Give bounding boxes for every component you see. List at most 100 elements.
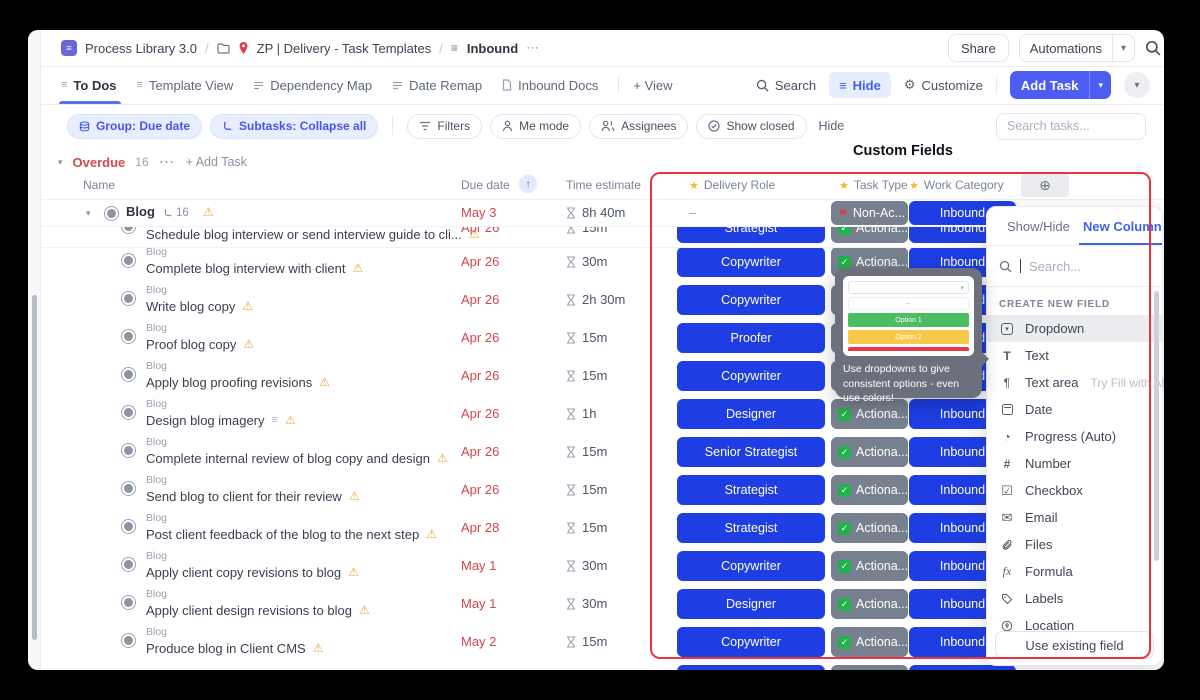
hide-fields-button[interactable]: ≡ Hide <box>829 72 891 98</box>
field-type-progress[interactable]: ◔ Progress (Auto) <box>987 423 1162 450</box>
time-estimate[interactable]: 30m <box>566 596 607 611</box>
task-name[interactable]: Apply blog proofing revisions <box>146 375 313 390</box>
show-closed-button[interactable]: Show closed <box>696 113 807 139</box>
time-estimate[interactable]: 15m <box>566 444 607 459</box>
field-type-dropdown[interactable]: ▾ Dropdown <box>987 315 1162 342</box>
tab-template-view[interactable]: ≡ Template View <box>137 66 234 104</box>
task-name[interactable]: Produce blog in Client CMS <box>146 641 306 656</box>
table-row[interactable]: Blog Schedule blog interview or send int… <box>41 226 1164 248</box>
delivery-role-badge[interactable] <box>677 665 825 670</box>
collapse-group-icon[interactable]: ▾ <box>58 156 63 167</box>
task-type-badge[interactable] <box>831 665 908 670</box>
column-time-estimate[interactable]: Time estimate <box>566 178 641 192</box>
delivery-role-badge[interactable]: Strategist <box>677 513 825 543</box>
time-estimate[interactable]: 30m <box>566 254 607 269</box>
task-status-icon[interactable] <box>121 557 136 572</box>
due-date[interactable]: May 1 <box>461 558 497 573</box>
more-icon[interactable]: ⋯ <box>526 40 541 55</box>
task-name[interactable]: Design blog imagery <box>146 413 265 428</box>
task-type-badge[interactable]: ✓ Actiona... <box>831 627 908 657</box>
group-title[interactable]: Overdue <box>72 154 126 170</box>
filters-button[interactable]: Filters <box>407 113 483 139</box>
delivery-role-badge[interactable]: Designer <box>677 589 825 619</box>
task-name[interactable]: Schedule blog interview or send intervie… <box>146 227 462 242</box>
field-type-email[interactable]: ✉ Email <box>987 504 1162 531</box>
add-task-button[interactable]: Add Task ▾ <box>1009 71 1111 99</box>
delivery-role-badge[interactable]: Strategist <box>677 475 825 505</box>
time-estimate[interactable]: 15m <box>566 634 607 649</box>
due-date[interactable]: Apr 26 <box>461 254 500 269</box>
time-estimate[interactable]: 15m <box>566 330 607 345</box>
delivery-role-badge[interactable]: Strategist <box>677 226 825 243</box>
field-type-checkbox[interactable]: ☑ Checkbox <box>987 477 1162 504</box>
panel-search[interactable]: Search... <box>987 246 1162 287</box>
task-name[interactable]: Post client feedback of the blog to the … <box>146 527 420 542</box>
task-status-icon[interactable] <box>121 443 136 458</box>
me-mode-button[interactable]: Me mode <box>490 113 582 139</box>
add-task-label[interactable]: Add Task <box>1020 77 1079 93</box>
group-more-icon[interactable]: ⋯ <box>158 154 176 171</box>
tab-inbound-docs[interactable]: Inbound Docs <box>502 66 598 104</box>
search-tasks-input[interactable] <box>996 112 1146 140</box>
group-by-pill[interactable]: Group: Due date <box>67 113 203 139</box>
automations-label[interactable]: Automations <box>1029 40 1102 56</box>
delivery-role-badge[interactable]: Copywriter <box>677 361 825 391</box>
collapse-task-icon[interactable]: ▾ <box>86 208 91 218</box>
sort-ascending-icon[interactable]: ↑ <box>519 175 537 193</box>
task-status-icon[interactable] <box>121 481 136 496</box>
task-name[interactable]: Proof blog copy <box>146 337 237 352</box>
due-date[interactable]: Apr 26 <box>461 226 500 235</box>
panel-scrollbar[interactable] <box>1154 291 1159 561</box>
task-status-icon[interactable] <box>121 519 136 534</box>
table-row[interactable]: Blog Complete internal review of blog co… <box>41 433 1164 472</box>
due-date[interactable]: Apr 28 <box>461 520 500 535</box>
task-name[interactable]: Send blog to client for their review <box>146 489 342 504</box>
hide-button[interactable]: Hide <box>818 119 845 133</box>
group-add-task-button[interactable]: + Add Task <box>185 155 247 169</box>
column-delivery-role[interactable]: ★ Delivery Role <box>689 178 775 192</box>
task-name[interactable]: Complete internal review of blog copy an… <box>146 451 431 466</box>
table-row[interactable]: Blog Apply client design revisions to bl… <box>41 585 1164 624</box>
ai-fill-hint[interactable]: Try Fill with AI <box>1090 376 1164 390</box>
customize-button[interactable]: ⚙ Customize <box>904 77 983 93</box>
due-date[interactable]: Apr 26 <box>461 444 500 459</box>
automations-button[interactable]: Automations ▾ <box>1018 34 1135 62</box>
tab-show-hide[interactable]: Show/Hide <box>1007 218 1070 234</box>
column-due-date[interactable]: Due date <box>461 178 510 192</box>
time-estimate[interactable]: 15m <box>566 482 607 497</box>
delivery-role-badge[interactable]: Copywriter <box>677 627 825 657</box>
task-status-icon[interactable] <box>121 253 136 268</box>
breadcrumb-list[interactable]: Inbound <box>466 40 519 56</box>
assignees-button[interactable]: Assignees <box>589 113 689 139</box>
task-name[interactable]: Apply client design revisions to blog <box>146 603 352 618</box>
task-type-badge[interactable]: ✓ Actiona... <box>831 399 908 429</box>
task-name[interactable]: Complete blog interview with client <box>146 261 346 276</box>
tab-date-remap[interactable]: Date Remap <box>392 66 482 104</box>
tab-new-column[interactable]: New Column <box>1083 218 1162 234</box>
tab-to-dos[interactable]: ≡ To Dos <box>59 66 121 104</box>
task-status-icon[interactable] <box>121 633 136 648</box>
task-status-icon[interactable] <box>121 595 136 610</box>
chevron-down-icon[interactable]: ▾ <box>1111 35 1134 61</box>
left-scrollbar[interactable] <box>32 295 37 640</box>
task-type-badge[interactable]: ✓ Actiona... <box>831 551 908 581</box>
breadcrumb-project[interactable]: ZP | Delivery - Task Templates <box>256 40 432 56</box>
task-status-icon[interactable] <box>121 329 136 344</box>
share-button[interactable]: Share <box>948 34 1009 62</box>
add-column-button[interactable]: ⊕ <box>1021 174 1069 197</box>
task-type-badge[interactable]: ⚑ Non-Ac... <box>831 201 908 225</box>
delivery-role-badge[interactable]: Senior Strategist <box>677 437 825 467</box>
collapse-header-button[interactable]: ▾ <box>1124 72 1150 98</box>
delivery-role-badge[interactable]: Copywriter <box>677 247 825 277</box>
delivery-role-empty[interactable]: – <box>689 205 697 220</box>
search-icon[interactable] <box>1145 40 1161 56</box>
table-row[interactable]: Blog Produce blog in Client CMS ⚠ May 2 1… <box>41 623 1164 662</box>
subtasks-pill[interactable]: Subtasks: Collapse all <box>210 113 379 139</box>
field-type-formula[interactable]: fx Formula <box>987 558 1162 585</box>
due-date[interactable]: May 3 <box>461 205 497 220</box>
table-row[interactable]: Blog Send blog to client for their revie… <box>41 471 1164 510</box>
task-status-icon[interactable] <box>121 291 136 306</box>
task-status-icon[interactable] <box>121 226 136 234</box>
task-name[interactable]: Write blog copy <box>146 299 236 314</box>
time-estimate[interactable]: 8h 40m <box>566 205 625 220</box>
